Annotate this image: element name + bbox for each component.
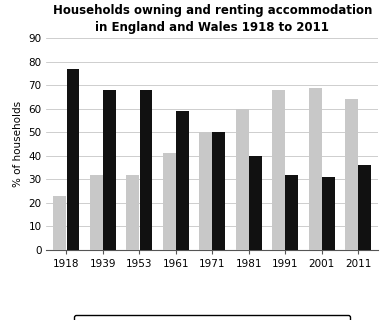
Bar bbox=[66, 69, 80, 250]
Bar bbox=[163, 153, 176, 250]
Bar bbox=[176, 111, 189, 250]
Bar bbox=[322, 177, 335, 250]
Bar bbox=[358, 165, 371, 250]
Bar bbox=[285, 174, 298, 250]
Bar bbox=[272, 90, 285, 250]
Bar bbox=[126, 174, 139, 250]
Bar bbox=[236, 109, 249, 250]
Bar bbox=[103, 90, 116, 250]
Y-axis label: % of households: % of households bbox=[13, 101, 23, 187]
Bar bbox=[345, 100, 358, 250]
Bar bbox=[199, 132, 212, 250]
Bar bbox=[139, 90, 152, 250]
Bar bbox=[53, 196, 66, 250]
Bar bbox=[249, 156, 262, 250]
Title: Households owning and renting accommodation
in England and Wales 1918 to 2011: Households owning and renting accommodat… bbox=[52, 4, 372, 35]
Bar bbox=[309, 88, 322, 250]
Bar bbox=[212, 132, 225, 250]
Legend: households in owned
accommodation, households in rented
accommodation: households in owned accommodation, house… bbox=[74, 315, 350, 320]
Bar bbox=[90, 174, 103, 250]
